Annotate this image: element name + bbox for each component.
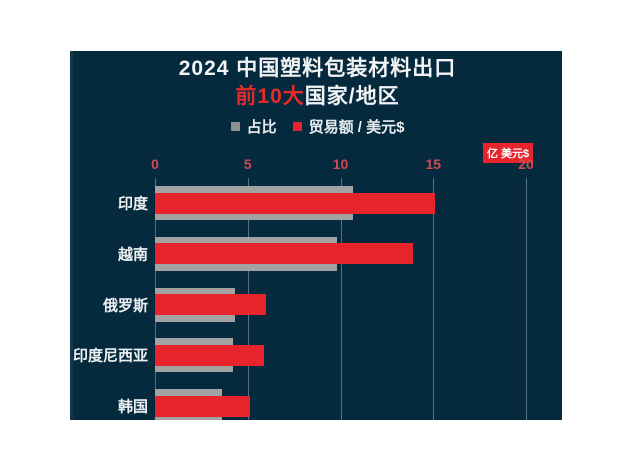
bar-trade-2 — [155, 294, 267, 316]
category-label-4: 韩国 — [117, 398, 148, 416]
legend-swatch-red — [292, 122, 302, 131]
chart-subtitle-highlight: 前10大 — [235, 85, 305, 108]
x-tick-label-0: 0 — [151, 156, 159, 172]
gridline-10 — [340, 178, 342, 420]
x-tick-label-20: 20 — [518, 156, 534, 172]
legend-label-share: 占比 — [246, 119, 277, 136]
chart-subtitle-rest: 国家/地区 — [304, 85, 400, 108]
gridline-15 — [433, 178, 435, 420]
bar-trade-4 — [155, 395, 250, 417]
legend-label-trade: 贸易额 / 美元$ — [308, 119, 405, 136]
x-tick-label-15: 15 — [425, 156, 442, 172]
category-label-0: 印度 — [117, 195, 148, 213]
gridline-20 — [526, 178, 527, 420]
bar-trade-1 — [155, 243, 413, 265]
legend: 占比 贸易额 / 美元$ — [73, 116, 562, 137]
legend-swatch-gray — [230, 122, 240, 131]
x-tick-label-5: 5 — [243, 156, 252, 172]
chart-subtitle: 前10大国家/地区 — [73, 80, 562, 110]
category-label-2: 俄罗斯 — [102, 297, 148, 315]
category-label-3: 印度尼西亚 — [72, 347, 148, 365]
legend-item-share: 占比 — [230, 116, 277, 137]
axis-unit-badge: 亿 美元$ — [483, 143, 534, 163]
chart-panel: 2024 中国塑料包装材料出口 前10大国家/地区 占比 贸易额 / 美元$ 亿… — [70, 51, 562, 420]
category-label-1: 越南 — [117, 246, 148, 264]
bar-trade-0 — [155, 192, 436, 214]
legend-item-trade: 贸易额 / 美元$ — [292, 116, 405, 137]
x-tick-label-10: 10 — [332, 156, 349, 172]
bar-trade-3 — [155, 344, 265, 366]
chart-title: 2024 中国塑料包装材料出口 — [178, 57, 457, 80]
